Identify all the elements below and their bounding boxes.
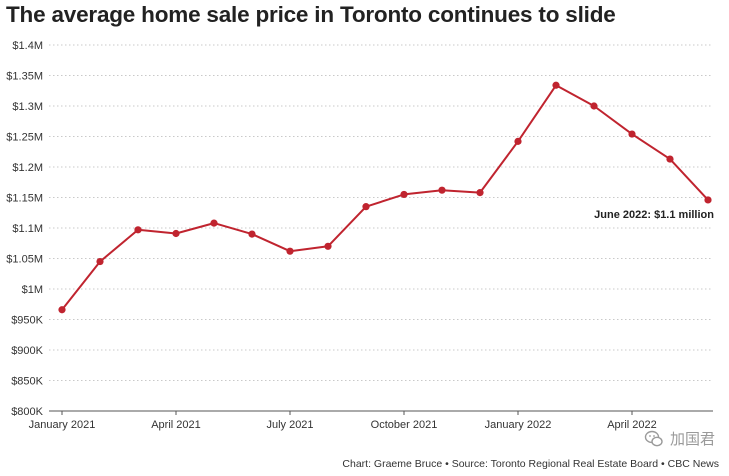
y-tick-label: $1.3M (12, 101, 43, 113)
data-point (666, 155, 674, 163)
data-point (210, 219, 218, 227)
y-tick-label: $850K (11, 376, 43, 388)
grid-lines (49, 44, 713, 412)
data-point (514, 137, 522, 145)
y-tick-label: $1.25M (6, 132, 43, 144)
y-axis-ticks: $800K $850K $900K $950K $1M $1.05M $1.1M $1.15M… (6, 40, 43, 418)
y-tick-label: $1M (22, 284, 43, 296)
y-tick-label: $950K (11, 315, 43, 327)
x-tick-label: January 2022 (485, 419, 552, 431)
wechat-logo-icon (644, 430, 663, 446)
data-point (324, 242, 332, 250)
x-tick-label: April 2022 (607, 419, 657, 431)
data-point (96, 257, 104, 266)
y-tick-label: $1.1M (12, 223, 43, 235)
y-tick-label: $800K (11, 406, 43, 418)
data-point (552, 81, 560, 89)
data-point (248, 230, 256, 238)
data-point (400, 190, 408, 199)
chart-title: The average home sale price in Toronto c… (6, 2, 616, 27)
data-point (704, 196, 712, 204)
series-line (61, 84, 709, 311)
data-point (286, 247, 294, 255)
x-tick-label: April 2021 (151, 419, 201, 431)
annotations: June 2022: $1.1 million (594, 209, 714, 221)
watermark: 加国君 (644, 428, 715, 449)
y-tick-label: $1.35M (6, 71, 43, 83)
y-tick-label: $1.05M (6, 254, 43, 266)
y-tick-label: $1.2M (12, 162, 43, 174)
y-tick-label: $1.15M (6, 193, 43, 205)
watermark-text: 加国君 (669, 431, 715, 448)
data-point (438, 186, 446, 194)
data-point (476, 189, 484, 197)
data-point (172, 229, 180, 238)
data-point (362, 203, 370, 211)
y-tick-label: $900K (11, 345, 43, 357)
x-tick-label: July 2021 (266, 419, 313, 431)
chart-source-footer: Chart: Graeme Bruce • Source: Toronto Re… (342, 458, 719, 470)
x-tick-label: October 2021 (371, 419, 438, 431)
data-point (590, 102, 598, 110)
y-tick-label: $1.4M (12, 40, 43, 52)
data-point (58, 306, 66, 314)
data-series (58, 81, 712, 314)
x-tick-label: January 2021 (29, 419, 96, 431)
data-point (134, 226, 142, 234)
data-point (628, 130, 636, 138)
last-value-annotation: June 2022: $1.1 million (594, 209, 714, 221)
x-axis-ticks: January 2021 April 2021 July 2021 October 2… (29, 411, 657, 431)
